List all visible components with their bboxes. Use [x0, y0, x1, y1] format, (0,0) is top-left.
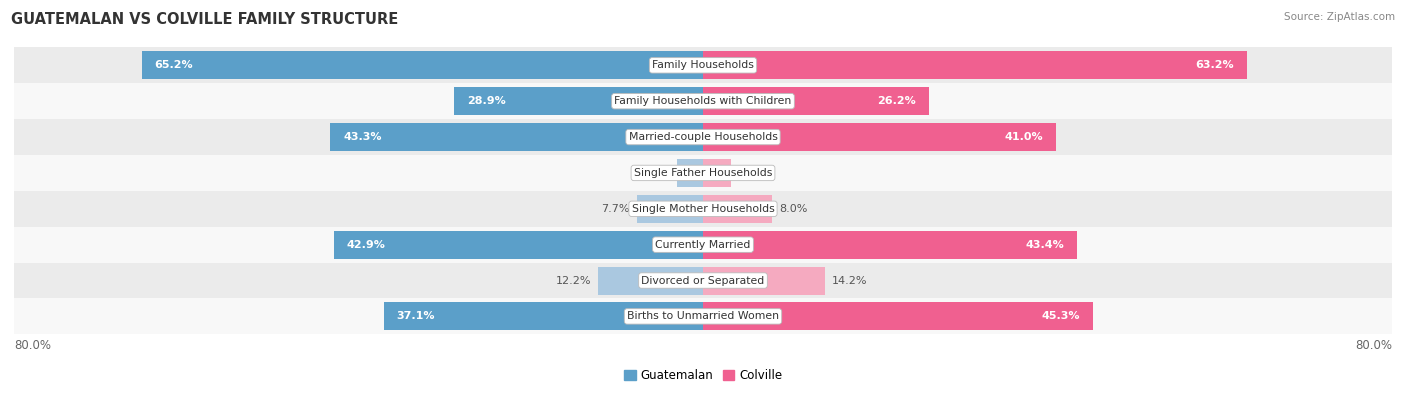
Text: 43.4%: 43.4% [1025, 240, 1064, 250]
Text: 65.2%: 65.2% [155, 60, 193, 70]
Bar [703, 303, 1092, 330]
Text: 45.3%: 45.3% [1042, 311, 1080, 322]
Bar [14, 155, 1392, 191]
Bar [454, 87, 703, 115]
Bar [637, 195, 703, 223]
Text: 14.2%: 14.2% [832, 276, 868, 286]
Text: 26.2%: 26.2% [877, 96, 915, 106]
Text: 37.1%: 37.1% [396, 311, 434, 322]
Bar [703, 123, 1056, 151]
Bar [333, 231, 703, 259]
Bar [598, 267, 703, 295]
Bar [330, 123, 703, 151]
Text: 43.3%: 43.3% [343, 132, 381, 142]
Text: Divorced or Separated: Divorced or Separated [641, 276, 765, 286]
Bar [14, 227, 1392, 263]
Text: Married-couple Households: Married-couple Households [628, 132, 778, 142]
Bar [14, 263, 1392, 299]
Text: 63.2%: 63.2% [1195, 60, 1234, 70]
Bar [703, 231, 1077, 259]
Bar [703, 267, 825, 295]
Text: 41.0%: 41.0% [1004, 132, 1043, 142]
Text: Family Households with Children: Family Households with Children [614, 96, 792, 106]
Text: 42.9%: 42.9% [346, 240, 385, 250]
Bar [14, 47, 1392, 83]
Text: Single Father Households: Single Father Households [634, 168, 772, 178]
Legend: Guatemalan, Colville: Guatemalan, Colville [619, 364, 787, 386]
Text: 80.0%: 80.0% [14, 339, 51, 352]
Text: 8.0%: 8.0% [779, 204, 807, 214]
Text: 3.3%: 3.3% [738, 168, 766, 178]
Text: Single Mother Households: Single Mother Households [631, 204, 775, 214]
Text: 3.0%: 3.0% [643, 168, 671, 178]
Text: GUATEMALAN VS COLVILLE FAMILY STRUCTURE: GUATEMALAN VS COLVILLE FAMILY STRUCTURE [11, 12, 398, 27]
Bar [703, 51, 1247, 79]
Text: 28.9%: 28.9% [467, 96, 506, 106]
Text: 7.7%: 7.7% [602, 204, 630, 214]
Text: Source: ZipAtlas.com: Source: ZipAtlas.com [1284, 12, 1395, 22]
Bar [703, 195, 772, 223]
Text: Births to Unmarried Women: Births to Unmarried Women [627, 311, 779, 322]
Bar [14, 191, 1392, 227]
Text: 80.0%: 80.0% [1355, 339, 1392, 352]
Text: 12.2%: 12.2% [555, 276, 591, 286]
Text: Currently Married: Currently Married [655, 240, 751, 250]
Bar [703, 159, 731, 187]
Bar [678, 159, 703, 187]
Bar [14, 83, 1392, 119]
Bar [142, 51, 703, 79]
Text: Family Households: Family Households [652, 60, 754, 70]
Bar [384, 303, 703, 330]
Bar [14, 119, 1392, 155]
Bar [14, 299, 1392, 334]
Bar [703, 87, 928, 115]
